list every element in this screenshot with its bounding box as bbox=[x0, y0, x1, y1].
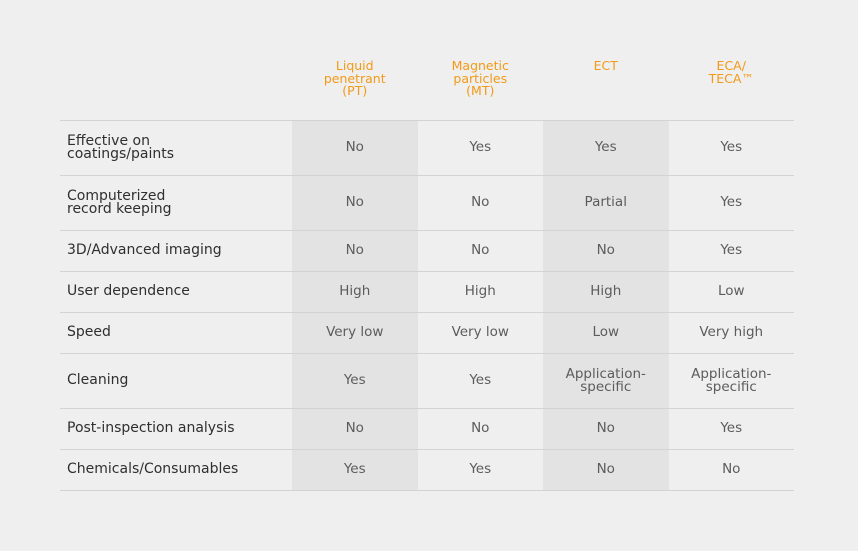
table-cell: Yes bbox=[720, 242, 743, 259]
table-row: Computerized record keeping No No Partia… bbox=[60, 176, 794, 231]
header-col-mt: Magnetic particles (MT) bbox=[451, 58, 509, 98]
table-cell: Yes bbox=[292, 354, 418, 408]
row-label: 3D/Advanced imaging bbox=[67, 242, 222, 259]
row-label: User dependence bbox=[67, 283, 190, 300]
table-cell: Very low bbox=[451, 324, 509, 341]
table-cell: Low bbox=[717, 283, 745, 300]
row-label: Effective on coatings/paints bbox=[67, 132, 175, 162]
table-cell: Yes bbox=[469, 139, 492, 156]
table-cell: Yes bbox=[720, 139, 743, 156]
header-col-ect: ECT bbox=[593, 58, 618, 73]
table-cell: Application- specific bbox=[543, 354, 669, 408]
table-cell: No bbox=[543, 409, 669, 449]
table-cell: Yes bbox=[292, 450, 418, 490]
table-cell: Low bbox=[543, 313, 669, 353]
table-cell: Yes bbox=[543, 121, 669, 175]
table-row: User dependence High High High Low bbox=[60, 272, 794, 313]
table-cell: Yes bbox=[469, 461, 492, 478]
table-cell: No bbox=[471, 194, 490, 211]
row-label: Post-inspection analysis bbox=[67, 420, 235, 437]
table-cell: No bbox=[292, 409, 418, 449]
table-row: Speed Very low Very low Low Very high bbox=[60, 313, 794, 354]
table-header: Liquid penetrant (PT) Magnetic particles… bbox=[60, 0, 794, 121]
table-cell: Yes bbox=[469, 372, 492, 389]
header-label-spacer bbox=[60, 0, 292, 120]
table-cell: Very high bbox=[699, 324, 764, 341]
header-col-eca: ECA/ TECA™ bbox=[708, 58, 754, 86]
table-cell: No bbox=[292, 231, 418, 271]
table-cell: Yes bbox=[720, 194, 743, 211]
table-row: Effective on coatings/paints No Yes Yes … bbox=[60, 121, 794, 176]
table-cell: Partial bbox=[543, 176, 669, 230]
table-cell: No bbox=[543, 231, 669, 271]
table-cell: No bbox=[543, 450, 669, 490]
table-cell: High bbox=[543, 272, 669, 312]
row-label: Chemicals/Consumables bbox=[67, 461, 239, 478]
table-cell: Very low bbox=[292, 313, 418, 353]
table-cell: Yes bbox=[720, 420, 743, 437]
comparison-table: Liquid penetrant (PT) Magnetic particles… bbox=[60, 0, 794, 491]
row-label: Speed bbox=[67, 324, 111, 341]
table-cell: High bbox=[464, 283, 496, 300]
table-cell: No bbox=[292, 121, 418, 175]
table-row: Cleaning Yes Yes Application- specific A… bbox=[60, 354, 794, 409]
table-cell: High bbox=[292, 272, 418, 312]
table-cell: No bbox=[471, 242, 490, 259]
table-cell: Application- specific bbox=[691, 365, 772, 395]
table-cell: No bbox=[471, 420, 490, 437]
row-label: Computerized record keeping bbox=[67, 187, 172, 217]
table-row: Post-inspection analysis No No No Yes bbox=[60, 409, 794, 450]
table-cell: No bbox=[722, 461, 741, 478]
table-row: 3D/Advanced imaging No No No Yes bbox=[60, 231, 794, 272]
row-label: Cleaning bbox=[67, 372, 129, 389]
table-row: Chemicals/Consumables Yes Yes No No bbox=[60, 450, 794, 491]
table-cell: No bbox=[292, 176, 418, 230]
header-col-pt: Liquid penetrant (PT) bbox=[323, 58, 386, 98]
